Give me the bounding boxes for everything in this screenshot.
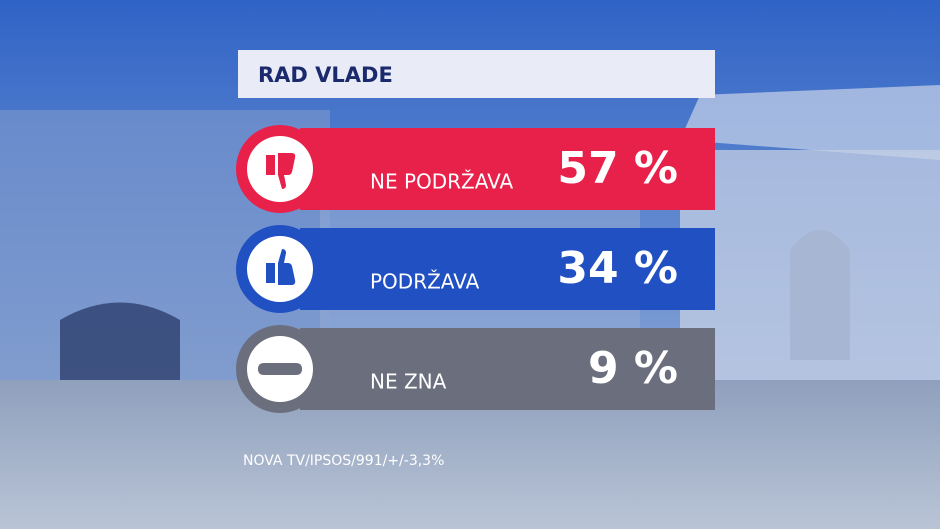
- row: NE PODRŽAVA 57 %: [236, 125, 715, 213]
- item-label: NE PODRŽAVA: [370, 170, 514, 194]
- icon: [266, 249, 296, 285]
- item-value: 9 %: [588, 343, 678, 394]
- bar: [300, 328, 715, 410]
- rows: NE PODRŽAVA 57 % PODRŽAVA 34 % NE ZNA 9 %: [236, 125, 715, 413]
- row: PODRŽAVA 34 %: [236, 225, 715, 313]
- icon: [266, 153, 296, 189]
- source: NOVA TV/IPSOS/991/+/-3,3%: [243, 453, 444, 469]
- title-box: [238, 50, 715, 98]
- item-label: NE ZNA: [370, 370, 447, 394]
- item-value: 57 %: [557, 143, 678, 194]
- icon: [258, 363, 302, 375]
- title: RAD VLADE: [258, 63, 393, 87]
- item-label: PODRŽAVA: [370, 270, 480, 294]
- row: NE ZNA 9 %: [236, 325, 715, 413]
- bar: [300, 128, 715, 210]
- bar: [300, 228, 715, 310]
- item-value: 34 %: [557, 243, 678, 294]
